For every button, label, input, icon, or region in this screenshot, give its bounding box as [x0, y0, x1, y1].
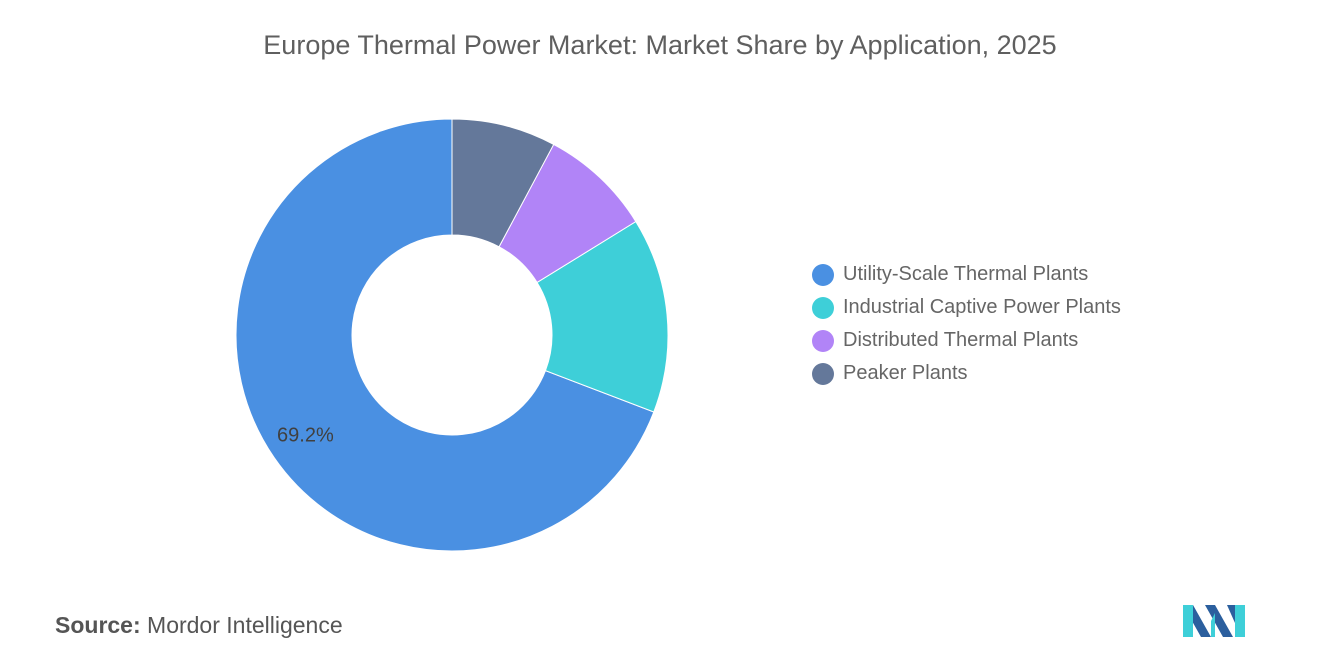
source-label: Source:: [55, 612, 141, 638]
pie-slice-4: [451, 118, 555, 248]
chart-legend: Utility-Scale Thermal Plants Industrial C…: [812, 258, 1121, 390]
legend-swatch-3: [812, 329, 834, 352]
data-label-1: 69.2%: [277, 424, 334, 446]
legend-label-1: Utility-Scale Thermal Plants: [843, 263, 1089, 285]
legend-swatch-2: [812, 296, 834, 319]
legend-item-4: Peaker Plants: [812, 357, 1121, 390]
legend-swatch-1: [812, 263, 834, 286]
pie-slice-3: [498, 143, 637, 284]
legend-item-2: Industrial Captive Power Plants: [812, 291, 1121, 324]
legend-label-2: Industrial Captive Power Plants: [843, 296, 1121, 318]
legend-item-3: Distributed Thermal Plants: [812, 324, 1121, 357]
pie-slice-1: [235, 118, 655, 552]
source-value: Mordor Intelligence: [147, 612, 343, 638]
legend-label-3: Distributed Thermal Plants: [843, 329, 1079, 351]
legend-label-4: Peaker Plants: [843, 362, 968, 384]
mordor-logo-icon: [1183, 605, 1245, 637]
legend-item-1: Utility-Scale Thermal Plants: [812, 258, 1121, 291]
donut-chart: 69.2%: [235, 118, 669, 552]
source-note: Source: Mordor Intelligence: [55, 612, 343, 639]
pie-slice-2: [536, 220, 669, 413]
legend-swatch-4: [812, 362, 834, 385]
chart-title: Europe Thermal Power Market: Market Shar…: [263, 30, 1057, 60]
